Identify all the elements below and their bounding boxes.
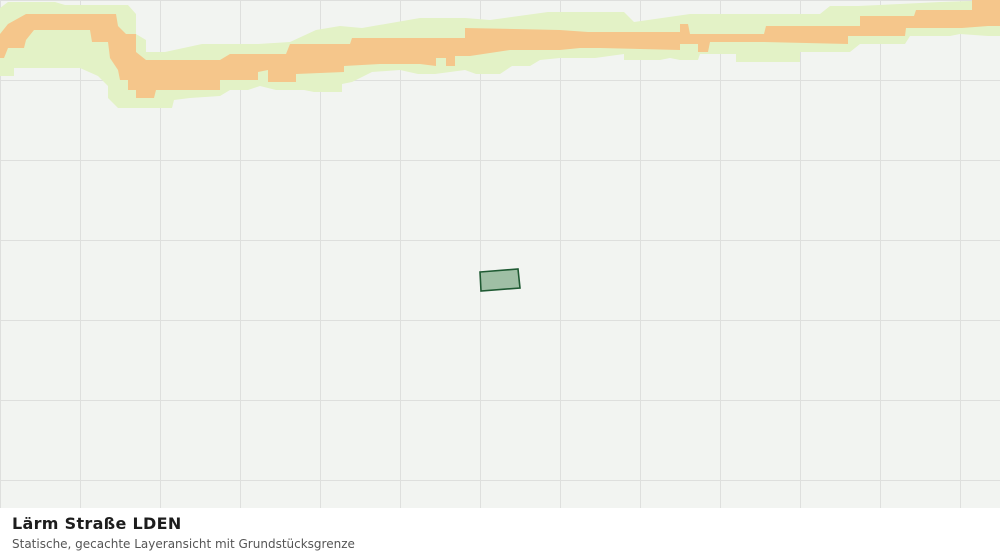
map	[0, 0, 1000, 508]
parcel-boundary	[479, 268, 521, 292]
layer-subtitle: Statische, gecachte Layeransicht mit Gru…	[12, 537, 355, 551]
noise-zone-low	[0, 0, 1000, 108]
footer: Lärm Straße LDEN Statische, gecachte Lay…	[0, 508, 1000, 560]
noise-zone-high	[0, 0, 1000, 98]
layer-title: Lärm Straße LDEN	[12, 514, 182, 533]
